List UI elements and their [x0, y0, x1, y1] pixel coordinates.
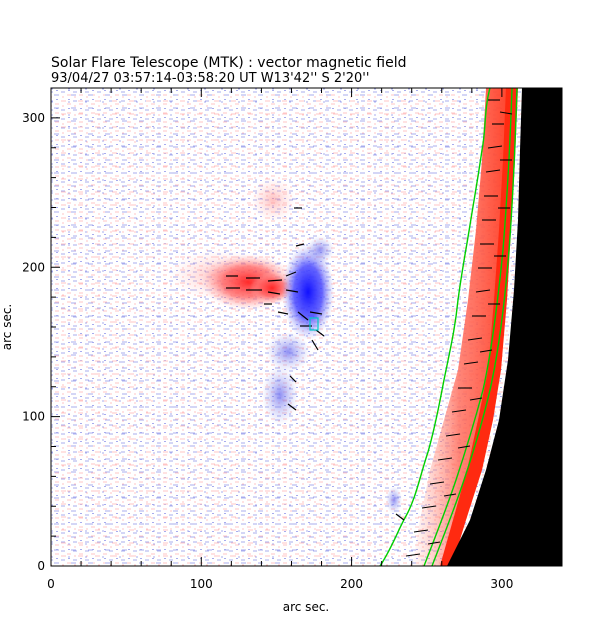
limb-brightening: [412, 88, 516, 566]
y-axis-ticks: 0 100 200 300: [22, 87, 562, 573]
x-axis-label: arc sec.: [283, 600, 329, 614]
x-tick-label: 0: [47, 577, 55, 591]
y-tick-label: 100: [22, 410, 45, 424]
y-tick-label: 200: [22, 260, 45, 274]
y-axis-label: arc sec.: [0, 304, 14, 350]
negative-polarity-south: [262, 365, 298, 425]
positive-plage: [251, 178, 295, 222]
plot-subtitle: 93/04/27 03:57:14-03:58:20 UT W13'42'' S…: [51, 71, 369, 86]
x-tick-label: 200: [340, 577, 363, 591]
cyan-marker: [309, 317, 319, 331]
x-tick-label: 300: [490, 577, 513, 591]
limb-vectors: [405, 99, 513, 557]
x-tick-label: 100: [190, 577, 213, 591]
negative-polarity-tail: [266, 332, 310, 372]
limb-contour-inner: [431, 88, 518, 566]
plot-title: Solar Flare Telescope (MTK) : vector mag…: [51, 55, 407, 71]
field-vectors: [226, 207, 405, 521]
negative-polarity-north: [306, 236, 334, 264]
y-tick-label: 0: [37, 559, 45, 573]
negative-polarity-region: [282, 244, 334, 340]
negative-patch-limb: [386, 486, 402, 514]
off-limb-region: [447, 88, 562, 566]
limb-contour-mid: [423, 88, 513, 566]
y-tick-label: 300: [22, 111, 45, 125]
x-axis-ticks: 0 100 200 300: [47, 88, 563, 591]
limb-contour-outer: [379, 88, 491, 566]
image-area: [51, 88, 562, 566]
